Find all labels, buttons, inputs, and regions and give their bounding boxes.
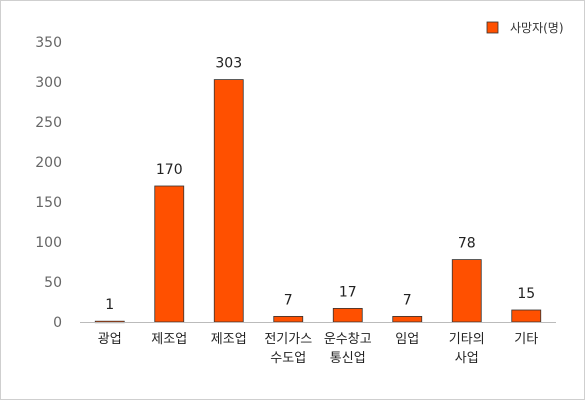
- category-label-line: 기타의: [449, 332, 485, 347]
- bar: [154, 185, 185, 323]
- category-label-line: 제조업: [211, 332, 247, 347]
- data-label: 303: [215, 56, 242, 72]
- y-tick-label: 150: [35, 195, 62, 211]
- bar: [332, 307, 363, 323]
- category-label: 기타: [514, 332, 538, 347]
- data-label: 78: [458, 236, 476, 252]
- data-label: 7: [284, 292, 293, 308]
- legend-label: 사망자(명): [510, 21, 564, 35]
- data-label: 7: [403, 292, 412, 308]
- category-label-line: 수도업: [270, 351, 306, 366]
- bar: [451, 259, 482, 323]
- category-label: 임업: [395, 332, 419, 347]
- bar: [273, 315, 304, 323]
- data-label: 1: [105, 297, 114, 313]
- y-tick-label: 350: [35, 35, 62, 51]
- data-label: 170: [156, 162, 183, 178]
- category-label-line: 광업: [98, 332, 122, 347]
- data-labels: 1 170 303 7 17 7 78 15: [105, 56, 535, 314]
- bars: [94, 79, 542, 324]
- data-label: 17: [339, 284, 357, 300]
- category-label-line: 통신업: [330, 351, 366, 366]
- y-tick-label: 250: [35, 115, 62, 131]
- category-label-line: 사업: [455, 351, 479, 366]
- category-label-line: 임업: [395, 332, 419, 347]
- y-tick-label: 300: [35, 75, 62, 91]
- category-label-line: 기타: [514, 332, 538, 347]
- category-label: 제조업: [151, 332, 187, 347]
- legend: 사망자(명): [486, 21, 564, 35]
- y-tick-label: 200: [35, 155, 62, 171]
- y-axis-ticks: 0 50 100 150 200 250 300 350: [35, 35, 62, 331]
- category-label-line: 운수창고: [324, 332, 372, 347]
- legend-swatch: [486, 21, 499, 34]
- category-label: 제조업: [211, 332, 247, 347]
- y-tick-label: 0: [53, 315, 62, 331]
- bar: [511, 309, 542, 323]
- y-tick-label: 100: [35, 235, 62, 251]
- data-label: 15: [517, 286, 535, 302]
- category-label-line: 전기가스: [264, 332, 312, 347]
- bar: [392, 315, 423, 323]
- bar: [213, 79, 244, 323]
- y-tick-label: 50: [44, 275, 62, 291]
- category-label-line: 제조업: [151, 332, 187, 347]
- category-label: 광업: [98, 332, 122, 347]
